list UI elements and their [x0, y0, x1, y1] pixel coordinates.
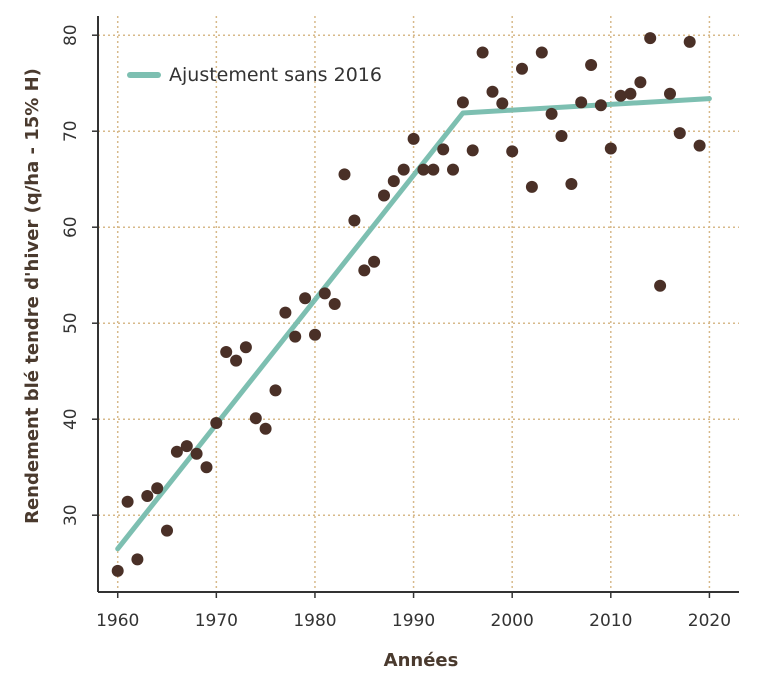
data-point: [496, 97, 509, 110]
y-axis-title: Rendement blé tendre d'hiver (q/ha - 15%…: [22, 68, 43, 524]
y-tick-label: 60: [61, 216, 81, 238]
fit-line: [115, 96, 712, 552]
data-point: [476, 46, 489, 59]
axes: [92, 16, 739, 598]
data-point: [407, 132, 420, 145]
x-tick-label: 1960: [96, 611, 139, 631]
x-tick-label: 2010: [589, 611, 632, 631]
data-point: [397, 163, 410, 176]
y-tick-label: 50: [61, 312, 81, 334]
data-point: [368, 255, 381, 268]
x-tick-label: 1980: [293, 611, 336, 631]
grid: [98, 16, 739, 592]
data-point: [437, 143, 450, 156]
legend: Ajustement sans 2016: [127, 64, 382, 86]
data-point: [289, 330, 302, 343]
data-point: [269, 384, 282, 397]
data-point: [594, 99, 607, 112]
x-tick-label: 2020: [688, 611, 731, 631]
data-point: [348, 214, 361, 227]
data-point: [387, 175, 400, 188]
data-point: [693, 139, 706, 152]
data-point: [575, 96, 588, 109]
data-point: [259, 422, 272, 435]
data-point: [161, 524, 173, 537]
data-point: [309, 328, 321, 341]
tick-labels: 1960 1970 1980 1990 2000 2010 2020 30 40 50 60 70 80: [61, 24, 731, 631]
x-axis-title: Années: [384, 650, 459, 671]
x-tick-label: 1970: [195, 611, 238, 631]
data-point: [555, 130, 568, 142]
data-point: [486, 85, 499, 98]
data-point: [170, 445, 183, 458]
data-point: [683, 35, 696, 48]
data-point: [279, 306, 292, 319]
data-point: [535, 46, 548, 59]
data-point: [673, 127, 686, 140]
data-point: [318, 287, 331, 300]
data-point: [456, 96, 469, 109]
data-point: [180, 440, 193, 453]
y-tick-label: 30: [61, 504, 81, 526]
data-point: [141, 490, 154, 502]
x-tick-label: 2000: [491, 611, 534, 631]
data-point: [447, 163, 459, 176]
data-point: [249, 412, 262, 425]
data-point: [545, 107, 558, 120]
data-point: [131, 553, 144, 566]
data-point: [239, 341, 252, 354]
fit-line-layer: [115, 96, 712, 552]
data-point: [565, 178, 578, 190]
data-point: [624, 87, 637, 100]
data-point: [466, 144, 479, 157]
data-point: [664, 87, 676, 100]
data-point: [230, 354, 243, 367]
data-point: [299, 292, 312, 305]
data-point: [200, 461, 213, 474]
data-point: [328, 298, 341, 310]
data-point: [151, 482, 164, 495]
x-tick-label: 1990: [392, 611, 435, 631]
data-point: [614, 89, 627, 102]
y-tick-label: 80: [61, 24, 81, 46]
data-point: [506, 145, 519, 158]
data-point: [378, 189, 390, 202]
data-point: [585, 59, 598, 71]
data-point: [644, 32, 657, 45]
y-tick-label: 40: [61, 408, 81, 430]
legend-label: Ajustement sans 2016: [169, 64, 382, 86]
data-point: [417, 163, 430, 176]
data-point: [654, 279, 667, 292]
data-point: [190, 447, 203, 460]
data-point: [427, 163, 440, 176]
data-point: [634, 76, 647, 89]
data-points: [111, 32, 706, 577]
y-tick-label: 70: [61, 120, 81, 142]
data-point: [338, 168, 351, 181]
data-point: [210, 417, 223, 429]
data-point: [525, 180, 538, 193]
data-point: [516, 62, 528, 75]
data-point: [220, 346, 233, 358]
data-point: [111, 564, 124, 577]
data-point: [358, 264, 371, 277]
data-point: [121, 495, 134, 508]
data-point: [604, 142, 617, 155]
